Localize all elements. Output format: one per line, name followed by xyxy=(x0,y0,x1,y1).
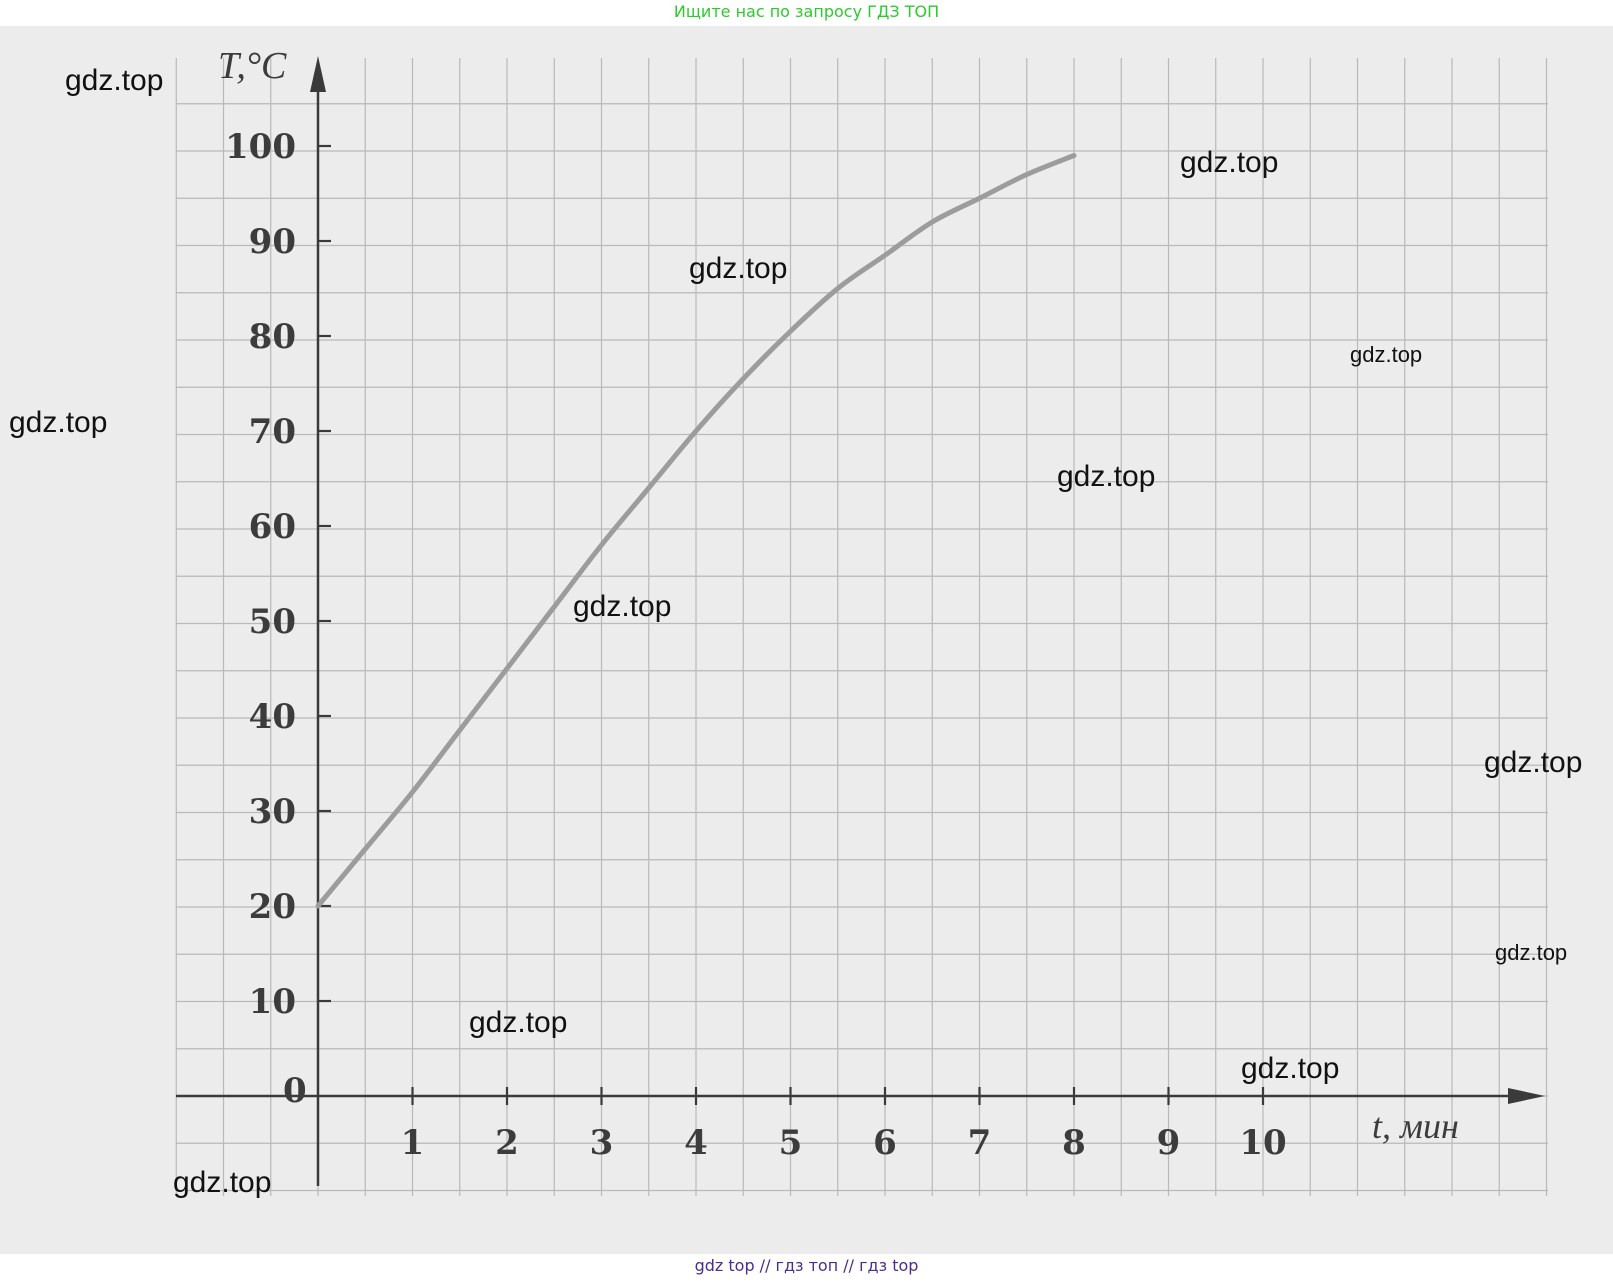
watermark: gdz.top xyxy=(573,590,672,623)
origin-label: 0 xyxy=(283,1071,307,1111)
y-tick-label: 20 xyxy=(249,887,296,927)
scanned-figure: 1 2 3 4 5 6 7 8 9 10 10 20 30 40 50 60 70 80 90 100 T,°C t,… xyxy=(0,26,1613,1254)
series-line xyxy=(315,153,1077,909)
x-tick-label: 2 xyxy=(495,1123,519,1163)
bottom-banner: gdz top // гдз топ // гдз top xyxy=(694,1256,919,1275)
axes xyxy=(176,56,1545,1186)
x-tick-label: 10 xyxy=(1239,1123,1286,1163)
watermark: gdz.top xyxy=(1241,1052,1340,1085)
watermark: gdz.top xyxy=(65,64,164,97)
y-tick-label: 60 xyxy=(249,507,296,547)
watermark: gdz.top xyxy=(173,1166,272,1199)
y-tick-label: 30 xyxy=(249,792,296,832)
x-axis-arrow xyxy=(1508,1088,1545,1104)
watermark: gdz.top xyxy=(1180,146,1279,179)
y-tick-label: 50 xyxy=(249,602,296,642)
watermark: gdz.top xyxy=(1495,940,1568,965)
y-axis-label: T,°C xyxy=(218,45,287,87)
ticks xyxy=(318,144,1265,1105)
y-tick-label: 80 xyxy=(249,317,296,357)
y-tick-label: 40 xyxy=(249,697,296,737)
watermark: gdz.top xyxy=(469,1006,568,1039)
watermark: gdz.top xyxy=(1350,342,1423,367)
grid xyxy=(175,58,1548,1196)
y-tick-label: 70 xyxy=(249,412,296,452)
series xyxy=(315,153,1077,909)
watermark: gdz.top xyxy=(689,252,788,285)
x-tick-label: 9 xyxy=(1157,1123,1181,1163)
top-banner: Ищите нас по запросу ГДЗ ТОП xyxy=(673,2,940,21)
x-tick-label: 8 xyxy=(1062,1123,1086,1163)
tick-labels: 1 2 3 4 5 6 7 8 9 10 10 20 30 40 50 60 70 80 90 100 xyxy=(225,127,1287,1163)
temperature-chart: 1 2 3 4 5 6 7 8 9 10 10 20 30 40 50 60 70 80 90 100 T,°C t,… xyxy=(175,45,1548,1196)
x-tick-label: 4 xyxy=(684,1123,708,1163)
x-tick-label: 1 xyxy=(401,1123,425,1163)
watermark: gdz.top xyxy=(1057,460,1156,493)
x-tick-label: 5 xyxy=(779,1123,803,1163)
x-tick-label: 6 xyxy=(873,1123,897,1163)
x-tick-label: 3 xyxy=(590,1123,614,1163)
y-tick-label: 10 xyxy=(249,982,296,1022)
watermark: gdz.top xyxy=(1484,746,1583,779)
y-tick-label: 100 xyxy=(225,127,296,167)
y-tick-label: 90 xyxy=(249,222,296,262)
x-axis-label: t, мин xyxy=(1372,1106,1459,1146)
y-axis-arrow xyxy=(310,56,326,92)
x-tick-label: 7 xyxy=(968,1123,992,1163)
watermark: gdz.top xyxy=(9,406,108,439)
